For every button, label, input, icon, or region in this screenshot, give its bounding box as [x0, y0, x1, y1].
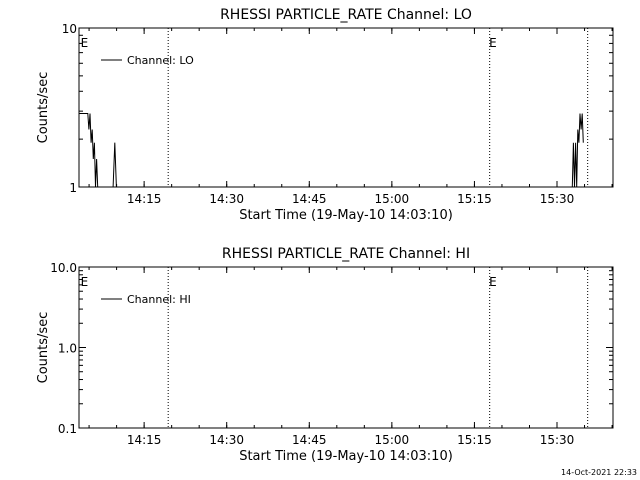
x-tick-label: 15:30 [540, 192, 575, 206]
data-series-line [79, 113, 99, 188]
plot-frame [78, 27, 614, 188]
x-tick-label: 15:00 [375, 433, 410, 447]
chart-title: RHESSI PARTICLE_RATE Channel: LO [220, 7, 472, 23]
y-tick-label: 0.1 [58, 422, 77, 436]
y-tick-label: 1.0 [58, 342, 77, 356]
event-mark: E [489, 275, 497, 289]
x-tick-label: 14:15 [127, 192, 162, 206]
chart-panel-1: RHESSI PARTICLE_RATE Channel: HI 14:15 14:… [36, 246, 614, 464]
x-tick-label: 14:45 [292, 433, 327, 447]
x-axis-label: Start Time (19-May-10 14:03:10) [239, 449, 453, 464]
legend-label: Channel: LO [127, 54, 194, 67]
data-series-line [112, 142, 117, 188]
plot-frame [78, 266, 614, 429]
data-series-line [571, 113, 584, 188]
x-tick-label: 14:15 [127, 433, 162, 447]
x-axis-label: Start Time (19-May-10 14:03:10) [239, 208, 453, 223]
legend-label: Channel: HI [127, 293, 191, 306]
chart-title: RHESSI PARTICLE_RATE Channel: HI [222, 246, 470, 262]
event-mark: E [81, 275, 89, 289]
y-axis-label: Counts/sec [36, 312, 51, 384]
x-tick-label: 15:30 [540, 433, 575, 447]
x-tick-label: 14:30 [209, 433, 244, 447]
x-tick-label: 15:15 [457, 192, 492, 206]
chart-panel-0: RHESSI PARTICLE_RATE Channel: LO 14:15 14:… [36, 7, 614, 223]
x-tick-label: 14:30 [209, 192, 244, 206]
y-axis-label: Counts/sec [36, 72, 51, 144]
footer-timestamp: 14-Oct-2021 22:33 [561, 468, 637, 477]
x-tick-label: 14:45 [292, 192, 327, 206]
event-mark: E [489, 36, 497, 50]
y-tick-label: 10.0 [50, 261, 77, 275]
y-tick-label: 10 [62, 22, 77, 36]
y-tick-label: 1 [69, 181, 77, 195]
x-tick-label: 15:15 [457, 433, 492, 447]
x-tick-label: 15:00 [375, 192, 410, 206]
event-mark: E [81, 36, 89, 50]
